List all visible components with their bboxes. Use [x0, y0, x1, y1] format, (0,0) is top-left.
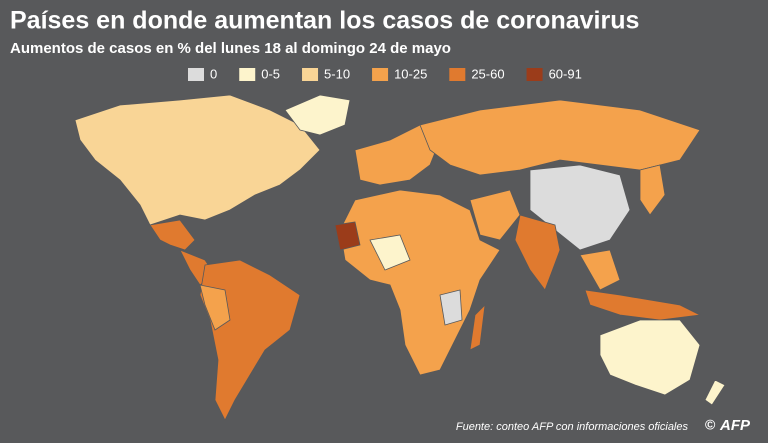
- legend-swatch: [372, 68, 389, 81]
- legend-label: 60-91: [549, 66, 582, 81]
- legend-label: 5-10: [324, 66, 350, 81]
- source: Fuente: conteo AFP con informaciones ofi…: [456, 421, 689, 433]
- legend-swatch: [239, 68, 256, 81]
- legend-swatch: [526, 68, 543, 81]
- logo: AFP: [719, 417, 751, 434]
- legend-label: 25-60: [471, 66, 504, 81]
- legend-label: 10-25: [394, 66, 427, 81]
- world-map: [74, 94, 726, 421]
- legend: 0 0-5 5-10 10-25 25-60 60-91: [188, 66, 582, 81]
- legend-swatch: [449, 68, 466, 81]
- legend-swatch: [302, 68, 319, 81]
- logo: ©: [705, 417, 716, 433]
- legend-label: 0: [210, 66, 217, 81]
- legend-label: 0-5: [261, 66, 280, 81]
- title: Países en donde aumentan los casos de co…: [10, 7, 639, 35]
- subtitle: Aumentos de casos en % del lunes 18 al d…: [10, 40, 451, 57]
- legend-swatch: [188, 68, 204, 81]
